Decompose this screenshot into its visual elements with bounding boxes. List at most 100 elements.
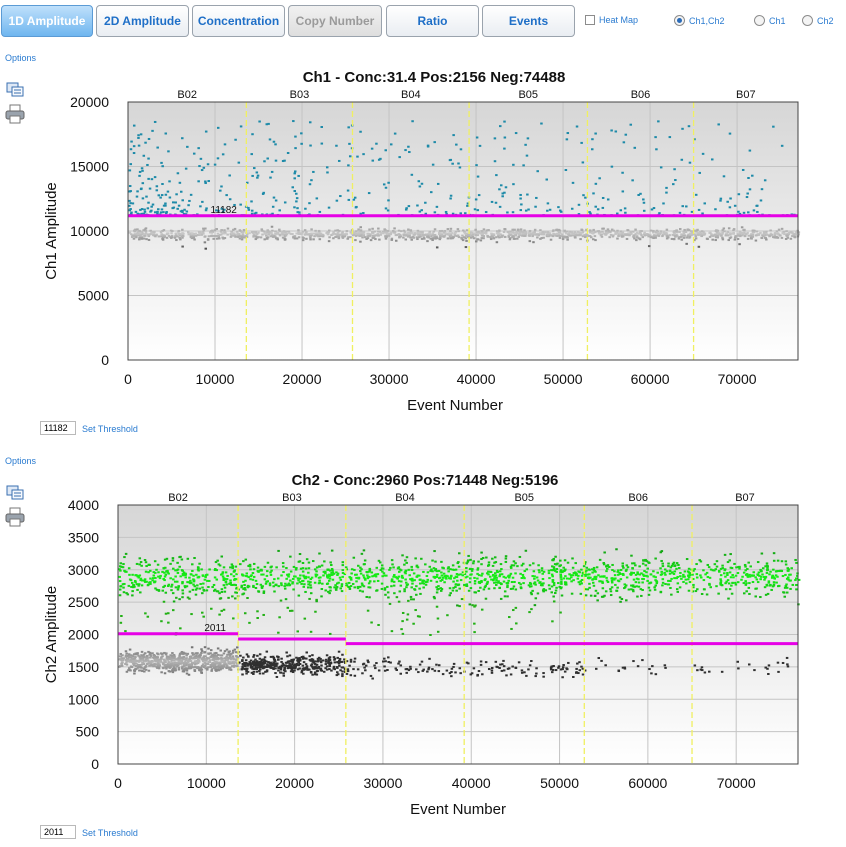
- heatmap-toggle[interactable]: Heat Map: [585, 15, 638, 25]
- data-point: [302, 574, 305, 577]
- data-point: [468, 567, 472, 570]
- data-point: [589, 212, 592, 215]
- tab-ratio[interactable]: Ratio: [386, 5, 479, 37]
- data-point: [519, 587, 523, 590]
- data-point: [140, 650, 144, 653]
- data-point: [218, 237, 221, 240]
- copy-icon[interactable]: [5, 81, 25, 99]
- data-point: [132, 586, 135, 589]
- print-icon[interactable]: [5, 104, 25, 124]
- data-point: [606, 198, 610, 201]
- data-point: [172, 662, 175, 665]
- radio-ch2-button[interactable]: [802, 15, 813, 26]
- data-point: [132, 237, 136, 240]
- data-point: [336, 673, 340, 676]
- data-point: [464, 234, 468, 237]
- options-link-ch2[interactable]: Options: [5, 456, 37, 466]
- tab-2d-amplitude[interactable]: 2D Amplitude: [96, 5, 189, 37]
- radio-ch1-button[interactable]: [754, 15, 765, 26]
- data-point: [341, 569, 345, 572]
- data-point: [533, 228, 537, 231]
- data-point: [405, 556, 409, 559]
- data-point: [477, 560, 480, 563]
- data-point: [745, 233, 748, 236]
- data-point: [397, 570, 401, 573]
- data-point: [254, 666, 258, 669]
- data-point: [594, 570, 597, 573]
- data-point: [592, 568, 596, 571]
- data-point: [437, 569, 441, 572]
- radio-ch1-ch2-button[interactable]: [674, 15, 685, 26]
- data-point: [174, 667, 177, 670]
- data-point: [480, 580, 483, 583]
- data-point: [145, 663, 149, 666]
- print-icon[interactable]: [5, 507, 25, 527]
- data-point: [401, 611, 405, 614]
- data-point: [220, 667, 224, 670]
- data-point: [659, 230, 663, 233]
- data-point: [504, 576, 507, 579]
- data-point: [270, 565, 273, 568]
- options-link-ch1[interactable]: Options: [5, 53, 37, 63]
- data-point: [789, 237, 793, 240]
- data-point: [512, 235, 515, 238]
- data-point: [352, 668, 355, 671]
- tab-events[interactable]: Events: [482, 5, 575, 37]
- data-point: [406, 232, 409, 235]
- tab-1d-amplitude[interactable]: 1D Amplitude: [1, 5, 93, 37]
- ch1-set-threshold-link[interactable]: Set Threshold: [82, 424, 138, 434]
- data-point: [632, 660, 635, 663]
- tab-concentration[interactable]: Concentration: [192, 5, 285, 37]
- data-point: [406, 613, 410, 616]
- data-point: [314, 233, 318, 236]
- data-point: [209, 652, 212, 655]
- data-point: [617, 580, 621, 583]
- data-point: [303, 583, 306, 586]
- data-point: [293, 575, 296, 578]
- data-point: [691, 590, 695, 593]
- data-point: [580, 141, 583, 144]
- data-point: [670, 237, 674, 240]
- data-point: [509, 566, 513, 569]
- data-point: [754, 234, 758, 237]
- data-point: [197, 658, 200, 661]
- copy-icon[interactable]: [5, 484, 25, 502]
- heatmap-checkbox[interactable]: [585, 15, 595, 25]
- data-point: [396, 577, 399, 580]
- data-point: [762, 575, 766, 578]
- data-point: [751, 581, 755, 584]
- ch1-threshold-input[interactable]: [40, 421, 76, 435]
- data-point: [124, 630, 127, 633]
- data-point: [142, 237, 146, 240]
- data-point: [484, 584, 487, 587]
- data-point: [594, 578, 598, 581]
- data-point: [294, 665, 297, 668]
- data-point: [183, 585, 187, 588]
- data-point: [227, 662, 230, 665]
- data-point: [198, 232, 201, 235]
- data-point: [413, 231, 417, 234]
- data-point: [338, 664, 341, 667]
- data-point: [552, 584, 556, 587]
- data-point: [613, 574, 617, 577]
- radio-ch1-ch2[interactable]: Ch1,Ch2: [674, 15, 725, 26]
- data-point: [458, 166, 462, 169]
- data-point: [349, 674, 353, 677]
- tab-copy-number[interactable]: Copy Number: [288, 5, 382, 37]
- data-point: [648, 589, 652, 592]
- data-point: [324, 589, 327, 592]
- data-point: [619, 578, 623, 581]
- data-point: [524, 209, 528, 212]
- data-point: [181, 199, 184, 202]
- data-point: [702, 231, 705, 234]
- data-point: [448, 594, 451, 597]
- data-point: [496, 666, 499, 669]
- data-point: [335, 233, 338, 236]
- data-point: [700, 669, 704, 672]
- data-point: [511, 211, 515, 214]
- radio-ch2[interactable]: Ch2: [802, 15, 834, 26]
- radio-ch1[interactable]: Ch1: [754, 15, 786, 26]
- data-point: [539, 232, 542, 235]
- data-point: [462, 229, 465, 232]
- data-point: [759, 596, 762, 599]
